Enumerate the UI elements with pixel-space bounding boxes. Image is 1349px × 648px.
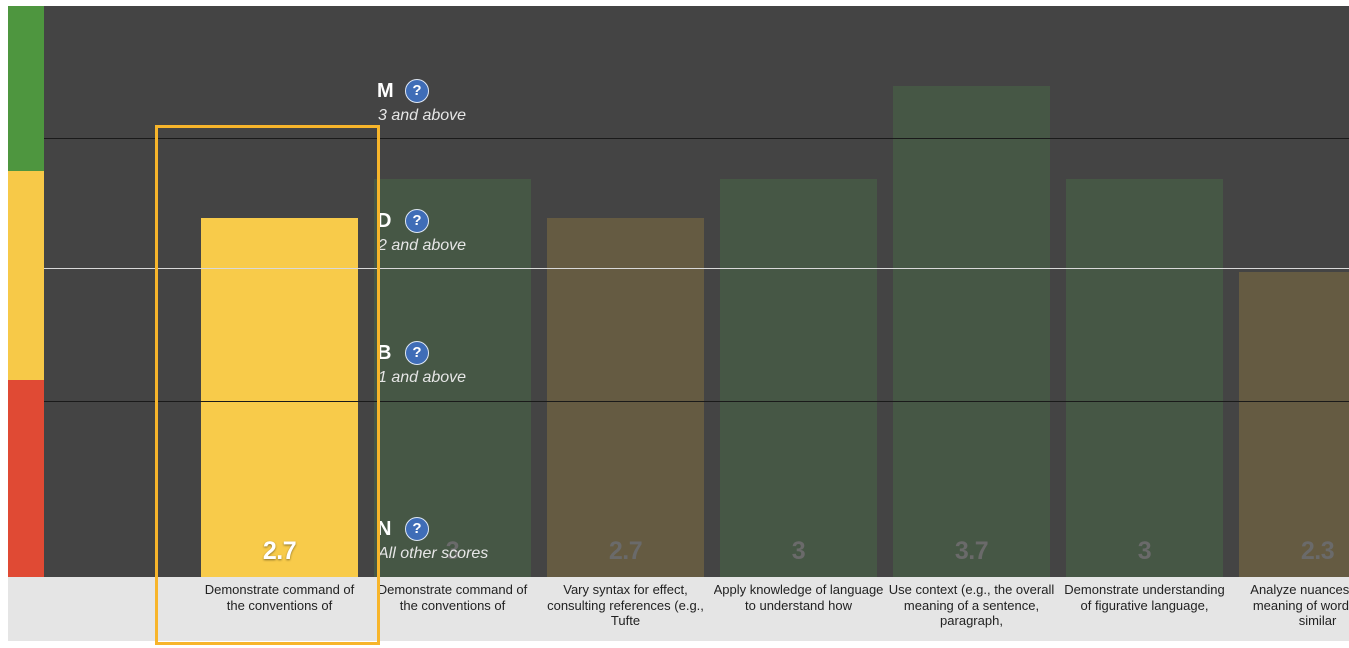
bar[interactable]: [1066, 179, 1223, 577]
bar-value-label: 3.7: [954, 537, 989, 565]
help-icon[interactable]: ?: [405, 341, 429, 365]
bar[interactable]: [201, 218, 358, 577]
level-code: N: [377, 518, 392, 540]
category-label: Apply knowledge of language to understan…: [713, 582, 884, 613]
category-label: Demonstrate understanding of figurative …: [1064, 582, 1225, 613]
level-description: 3 and above: [378, 107, 467, 124]
bar-value-label: 2.3: [1300, 537, 1335, 565]
bar-value-label: 2.7: [262, 537, 297, 565]
threshold-line-m: [44, 138, 1349, 139]
level-description: 1 and above: [378, 369, 467, 386]
bar-value-label: 3: [791, 537, 806, 565]
help-icon[interactable]: ?: [405, 517, 429, 541]
category-label: Analyze nuances in the meaning of words …: [1250, 582, 1349, 628]
category-label-band: [8, 577, 1349, 641]
category-label: Demonstrate command of the conventions o…: [204, 582, 355, 613]
bar-value-label: 3: [1137, 537, 1152, 565]
level-code: B: [377, 342, 392, 364]
help-icon[interactable]: ?: [405, 209, 429, 233]
category-label: Vary syntax for effect, consulting refer…: [547, 582, 704, 628]
threshold-line-d: [44, 268, 1349, 269]
help-icon[interactable]: ?: [405, 79, 429, 103]
bar[interactable]: [893, 86, 1050, 577]
tier-strip-low: [8, 380, 44, 577]
level-description: All other scores: [378, 545, 489, 562]
bar[interactable]: [547, 218, 704, 577]
bar[interactable]: [720, 179, 877, 577]
bar-value-label: 2.7: [608, 537, 643, 565]
level-code: D: [377, 210, 392, 232]
category-label: Demonstrate command of the conventions o…: [377, 582, 528, 613]
category-label: Use context (e.g., the overall meaning o…: [888, 582, 1055, 628]
selected-bar-highlight: [155, 125, 380, 645]
threshold-line-b: [44, 401, 1349, 402]
bar-value-label: 3: [445, 537, 460, 565]
tier-strip-high: [8, 6, 44, 171]
tier-strip-mid: [8, 171, 44, 380]
bar[interactable]: [374, 179, 531, 577]
level-code: M: [377, 80, 394, 102]
bar[interactable]: [1239, 272, 1349, 577]
level-description: 2 and above: [378, 237, 467, 254]
